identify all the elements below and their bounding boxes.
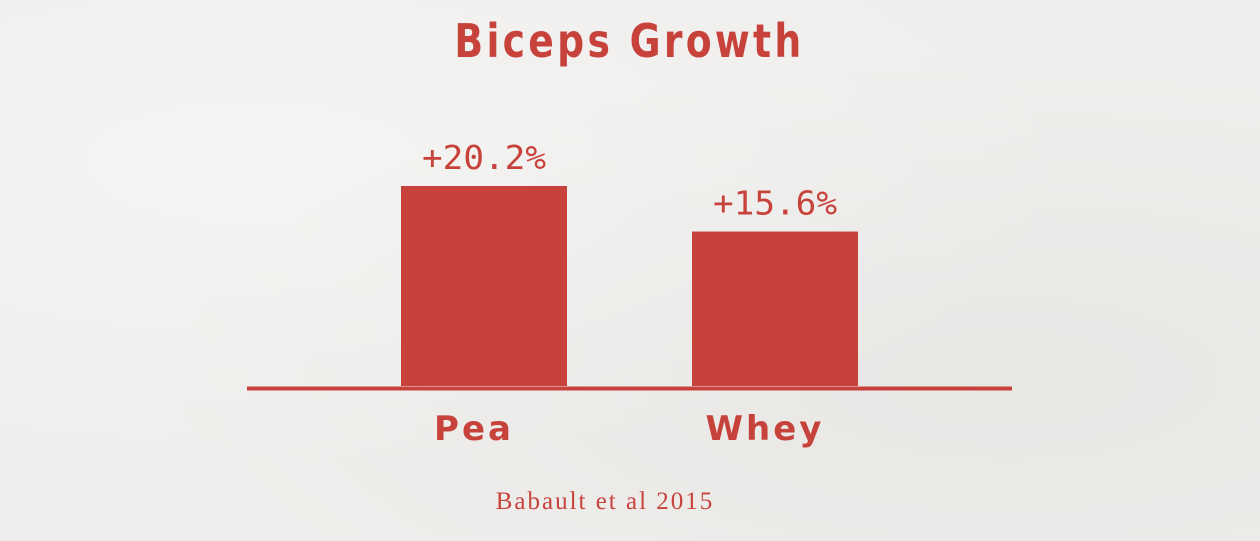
data-label-pea: +20.2% [422, 138, 546, 177]
bars-layer [401, 186, 858, 386]
data-label-whey: +15.6% [713, 184, 837, 223]
chart-title: Biceps Growth [454, 14, 805, 68]
bar-pea [401, 186, 567, 386]
source-citation: Babault et al 2015 [495, 488, 715, 515]
labels-layer: +20.2% Pea +15.6% Whey [422, 138, 837, 449]
category-label-whey: Whey [706, 409, 825, 449]
bar-whey [692, 231, 858, 386]
category-label-pea: Pea [434, 409, 514, 449]
